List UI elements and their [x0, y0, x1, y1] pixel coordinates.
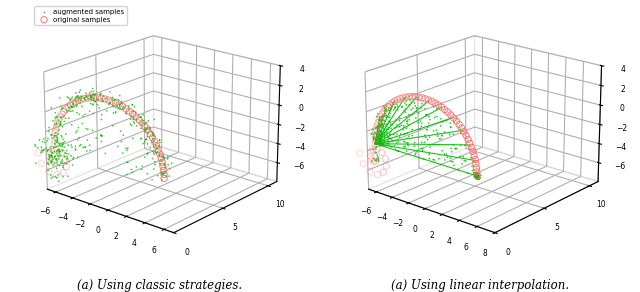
Text: (a) Using linear interpolation.: (a) Using linear interpolation. [391, 279, 569, 292]
Text: (a) Using classic strategies.: (a) Using classic strategies. [77, 279, 243, 292]
Legend: augmented samples, original samples: augmented samples, original samples [35, 6, 127, 25]
